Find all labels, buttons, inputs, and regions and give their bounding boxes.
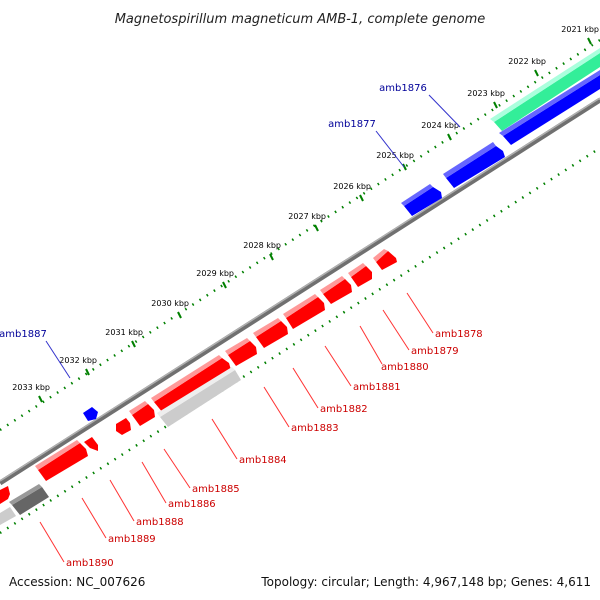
feature-green[interactable]: [494, 53, 600, 131]
gene-label-leader: [211, 418, 238, 460]
tick-mark: [314, 224, 319, 232]
tick-mark: [177, 311, 182, 319]
tick-label: 2021 kbp: [561, 25, 599, 34]
gene-amb1877-top: [443, 142, 496, 178]
tick-label: 2027 kbp: [288, 212, 326, 221]
tick-label: 2022 kbp: [508, 57, 546, 66]
gene-amb1876[interactable]: [503, 75, 600, 145]
gene-amb1877[interactable]: [446, 146, 505, 188]
gene-label-amb1883[interactable]: amb1883: [291, 423, 339, 434]
gene-amb1884[interactable]: [154, 358, 231, 413]
tick-label: 2033 kbp: [12, 383, 50, 392]
tick-mark: [359, 194, 364, 202]
gene-amb1889[interactable]: [38, 443, 88, 481]
feature-dark-grey[interactable]: [12, 487, 49, 515]
gene-labels-layer: amb1876 amb1877 amb1887 amb1878 amb1879 amb18…: [0, 83, 483, 569]
features-layer: [0, 48, 600, 525]
tick-mark: [402, 163, 407, 171]
gene-amb1886[interactable]: [116, 418, 131, 435]
tick-label: 2028 kbp: [243, 241, 281, 250]
gene-label-leader: [292, 367, 319, 409]
gene-label-amb1882[interactable]: amb1882: [320, 404, 368, 415]
gene-label-leader: [163, 448, 191, 489]
gene-amb1879[interactable]: [351, 266, 372, 287]
tick-mark: [269, 253, 274, 261]
gene-amb1881[interactable]: [286, 297, 325, 329]
gene-label-leader: [109, 479, 135, 522]
gene-small-forward-top: [401, 184, 433, 206]
reverse-tick-track: [0, 146, 600, 535]
tick-label: 2032 kbp: [59, 356, 97, 365]
gene-label-leader: [382, 309, 410, 351]
tick-label: 2029 kbp: [196, 269, 234, 278]
genome-backbone-highlight: [0, 97, 600, 482]
tick-mark: [534, 69, 539, 77]
gene-amb1890[interactable]: [0, 486, 10, 504]
gene-label-leader: [39, 521, 65, 563]
gene-label-leader: [428, 94, 461, 128]
tick-mark: [131, 340, 136, 348]
gene-label-amb1886[interactable]: amb1886: [168, 499, 216, 510]
gene-label-amb1890[interactable]: amb1890: [66, 558, 114, 569]
tick-label: 2030 kbp: [151, 299, 189, 308]
map-title: Magnetospirillum magneticum AMB-1, compl…: [115, 12, 486, 27]
genome-backbone: [0, 97, 600, 486]
accession-text: Accession: NC_007626: [9, 575, 145, 589]
tick-mark: [447, 133, 452, 141]
gene-amb1888[interactable]: [84, 437, 98, 451]
gene-small-forward[interactable]: [404, 187, 442, 216]
summary-text: Topology: circular; Length: 4,967,148 bp…: [260, 575, 591, 589]
feature-light-grey[interactable]: [160, 370, 241, 427]
tick-label: 2031 kbp: [105, 328, 143, 337]
gene-label-amb1879[interactable]: amb1879: [411, 346, 459, 357]
forward-tick-track: [0, 38, 600, 432]
gene-label-leader: [81, 497, 107, 539]
gene-label-leader: [324, 345, 352, 387]
tick-mark: [493, 101, 498, 109]
tick-label: 2024 kbp: [421, 121, 459, 130]
gene-label-leader: [375, 130, 405, 168]
gene-label-amb1876[interactable]: amb1876: [379, 83, 427, 94]
gene-amb1876-top: [499, 70, 600, 136]
tick-mark: [38, 395, 43, 403]
gene-amb1885[interactable]: [132, 404, 155, 426]
gene-label-leader: [45, 340, 71, 379]
gene-label-amb1880[interactable]: amb1880: [381, 362, 429, 373]
gene-label-amb1888[interactable]: amb1888: [136, 517, 184, 528]
tick-mark: [85, 368, 90, 376]
gene-label-amb1887[interactable]: amb1887: [0, 329, 47, 340]
feature-light-grey-2[interactable]: [0, 507, 16, 525]
gene-label-amb1884[interactable]: amb1884: [239, 455, 287, 466]
tick-mark: [587, 37, 592, 45]
tick-label: 2023 kbp: [467, 89, 505, 98]
gene-label-amb1885[interactable]: amb1885: [192, 484, 240, 495]
gene-amb1883[interactable]: [228, 341, 257, 366]
gene-label-leader: [141, 461, 167, 504]
gene-label-leader: [359, 325, 383, 365]
gene-label-leader: [263, 386, 290, 428]
gene-amb1887[interactable]: [83, 407, 98, 421]
reverse-gene-highlights: [35, 249, 388, 470]
gene-amb1880[interactable]: [323, 279, 352, 304]
feature-light-grey-top: [157, 367, 235, 417]
feature-green-top: [490, 48, 600, 122]
feature-dark-grey-top: [9, 484, 42, 505]
gene-label-amb1889[interactable]: amb1889: [108, 534, 156, 545]
tick-mark: [222, 281, 227, 289]
gene-label-amb1878[interactable]: amb1878: [435, 329, 483, 340]
gene-amb1878[interactable]: [376, 251, 397, 270]
tick-label: 2026 kbp: [333, 182, 371, 191]
gene-label-leader: [406, 292, 434, 334]
gene-label-amb1877[interactable]: amb1877: [328, 119, 376, 130]
gene-label-amb1881[interactable]: amb1881: [353, 382, 401, 393]
gene-amb1882[interactable]: [256, 321, 288, 348]
